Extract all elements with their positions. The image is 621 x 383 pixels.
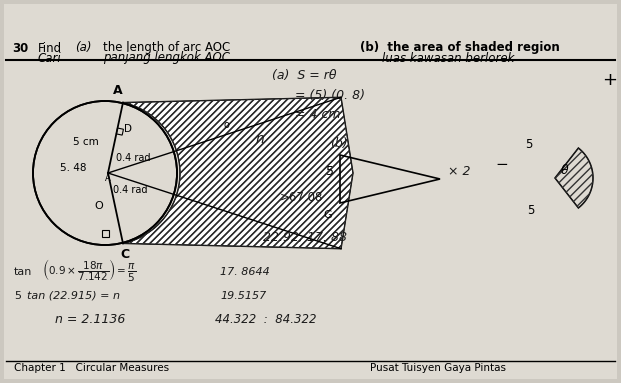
- Text: 5: 5: [527, 204, 535, 217]
- Text: Cari: Cari: [38, 51, 61, 64]
- Text: 30: 30: [12, 41, 28, 54]
- Text: 0.4 rad: 0.4 rad: [116, 153, 150, 163]
- Circle shape: [33, 101, 177, 245]
- Text: the length of arc AOC: the length of arc AOC: [103, 41, 230, 54]
- Text: 5. 48: 5. 48: [60, 163, 86, 173]
- Text: 22.92, 17. 88: 22.92, 17. 88: [263, 231, 347, 244]
- Text: (a)  S = rθ: (a) S = rθ: [272, 69, 337, 82]
- Text: tan: tan: [14, 267, 32, 277]
- Text: θ: θ: [561, 164, 569, 177]
- Text: 5: 5: [14, 291, 21, 301]
- Text: D: D: [124, 124, 132, 134]
- Text: = (5) (0. 8): = (5) (0. 8): [295, 88, 365, 101]
- Polygon shape: [555, 148, 593, 208]
- Text: 19.5157: 19.5157: [220, 291, 266, 301]
- Text: 5 cm: 5 cm: [73, 137, 99, 147]
- Text: (b): (b): [330, 136, 348, 149]
- Text: (b)  the area of shaded region: (b) the area of shaded region: [360, 41, 560, 54]
- Text: A: A: [105, 174, 111, 183]
- Text: Chapter 1   Circular Measures: Chapter 1 Circular Measures: [14, 363, 169, 373]
- Text: >67.08: >67.08: [280, 191, 324, 204]
- Text: n = 2.1136: n = 2.1136: [55, 313, 125, 326]
- Text: panjang lengkok AOC: panjang lengkok AOC: [103, 51, 230, 64]
- Text: luas kawasan berlorek: luas kawasan berlorek: [382, 51, 514, 64]
- Text: 5: 5: [326, 165, 334, 178]
- Text: −: −: [495, 157, 508, 172]
- Text: 5: 5: [525, 138, 532, 151]
- Text: O: O: [94, 201, 102, 211]
- Text: C: C: [120, 249, 129, 262]
- Text: 44.322  :  84.322: 44.322 : 84.322: [215, 313, 317, 326]
- Text: Pusat Tuisyen Gaya Pintas: Pusat Tuisyen Gaya Pintas: [370, 363, 506, 373]
- Text: = 4 cm: = 4 cm: [295, 108, 340, 121]
- Text: G: G: [323, 210, 332, 220]
- Text: +: +: [602, 71, 617, 89]
- Polygon shape: [123, 97, 353, 249]
- Text: Find: Find: [38, 41, 62, 54]
- FancyBboxPatch shape: [4, 4, 617, 379]
- Text: 17. 8644: 17. 8644: [220, 267, 270, 277]
- Text: o: o: [223, 120, 229, 130]
- Text: n: n: [256, 132, 265, 146]
- Text: $\left(0.9\times\dfrac{18\pi}{7.142}\right)=\dfrac{\pi}{5}$: $\left(0.9\times\dfrac{18\pi}{7.142}\rig…: [42, 257, 136, 283]
- Text: tan (22.915) = n: tan (22.915) = n: [27, 291, 120, 301]
- Text: A: A: [113, 83, 123, 97]
- Text: 0.4 rad: 0.4 rad: [113, 185, 148, 195]
- Text: × 2: × 2: [448, 165, 471, 178]
- Text: (a): (a): [75, 41, 91, 54]
